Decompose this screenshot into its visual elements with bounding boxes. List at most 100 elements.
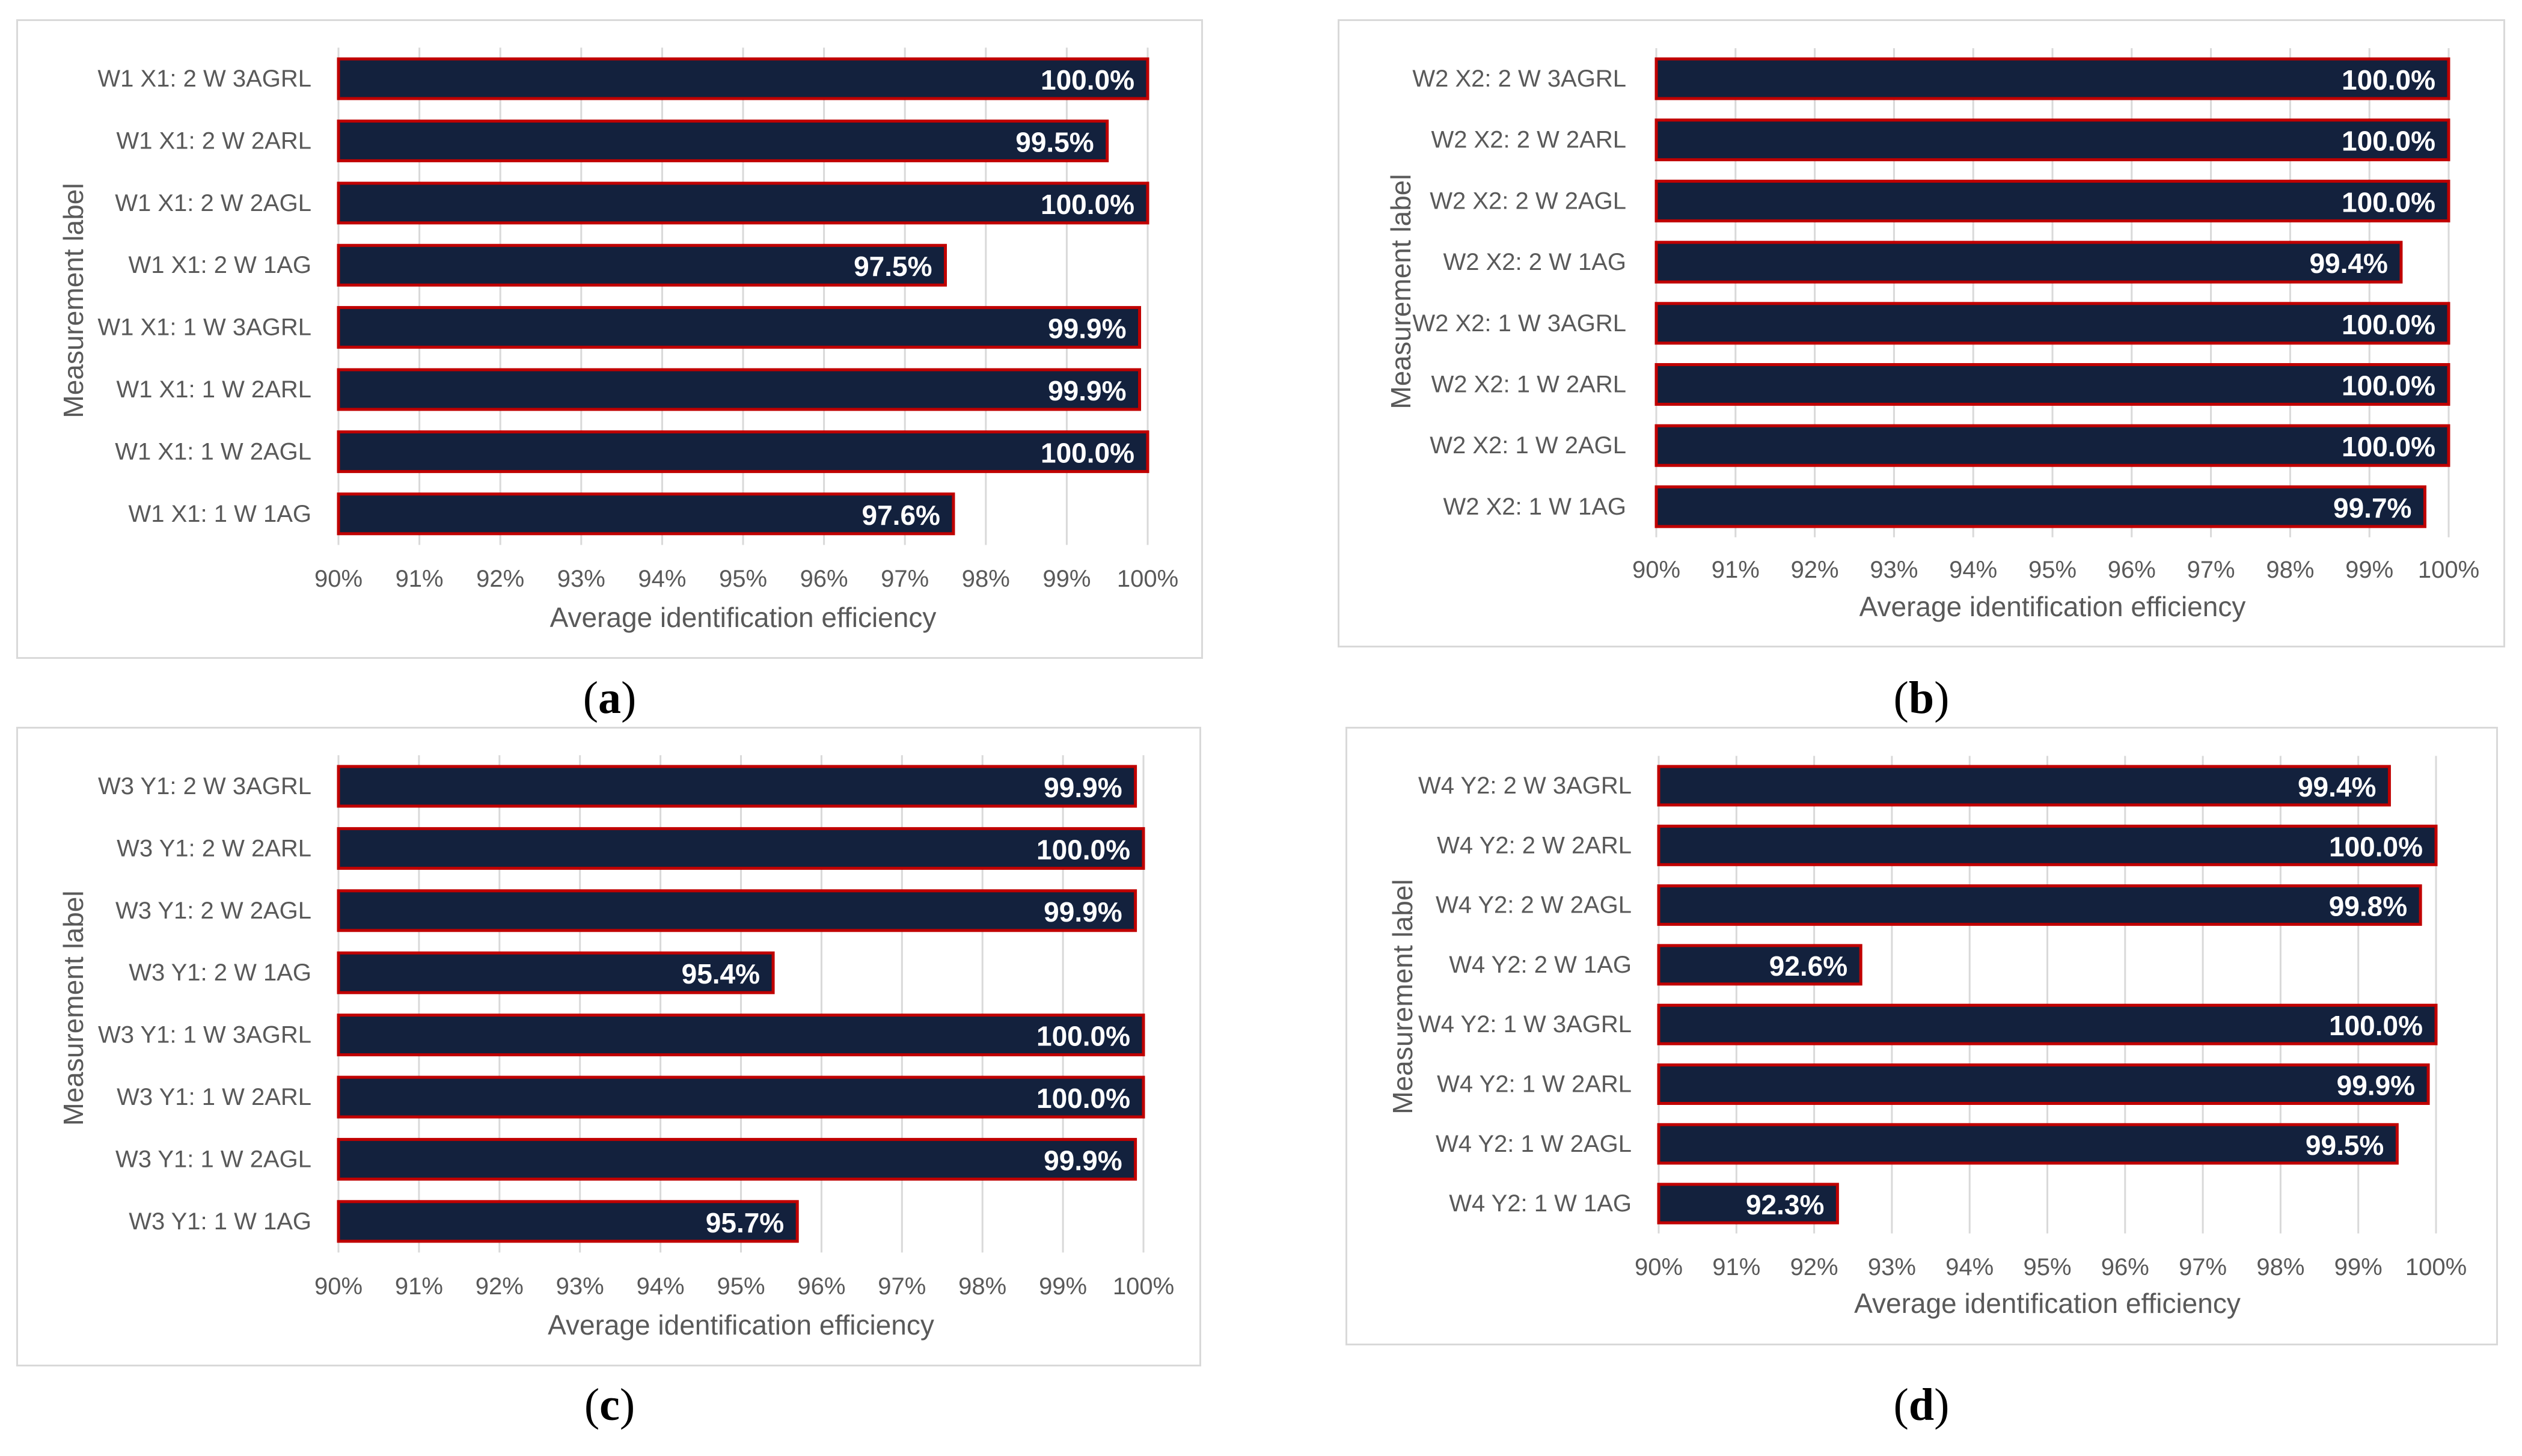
chart-panel-c: W3 Y1: 2 W 3AGRL 99.9% W3 Y1: 2 W 2ARL 100.… xyxy=(16,727,1201,1366)
bar xyxy=(337,243,947,287)
category-label: W3 Y1: 1 W 2ARL xyxy=(117,1084,311,1110)
x-tick-label: 97% xyxy=(2179,1254,2227,1280)
caption-b: (b) xyxy=(1893,673,1950,723)
caption-d: (d) xyxy=(1893,1380,1950,1430)
x-tick-label: 93% xyxy=(1868,1254,1916,1280)
x-tick-label: 95% xyxy=(719,566,767,592)
x-tick-label: 96% xyxy=(2108,557,2156,583)
category-label: W2 X2: 1 W 1AG xyxy=(1443,494,1626,520)
data-label: 99.9% xyxy=(1048,375,1126,406)
bar xyxy=(1657,884,2422,926)
category-label: W2 X2: 2 W 2ARL xyxy=(1431,127,1626,153)
category-label: W1 X1: 2 W 3AGRL xyxy=(97,66,311,92)
category-label: W2 X2: 2 W 3AGRL xyxy=(1412,66,1626,92)
y-axis-title: Measurement label xyxy=(1385,174,1416,409)
x-tick-label: 93% xyxy=(556,1273,604,1300)
bar xyxy=(1654,179,2450,222)
data-label: 100.0% xyxy=(1041,64,1134,96)
data-label: 97.6% xyxy=(862,500,940,531)
data-label: 99.7% xyxy=(2333,492,2411,524)
x-tick-label: 92% xyxy=(1791,557,1839,583)
x-tick-label: 96% xyxy=(797,1273,845,1300)
data-label: 100.0% xyxy=(2342,64,2435,96)
data-label: 99.9% xyxy=(2337,1070,2415,1101)
x-tick-label: 100% xyxy=(1113,1273,1174,1300)
category-label: W4 Y2: 1 W 1AG xyxy=(1449,1190,1632,1217)
x-tick-label: 94% xyxy=(637,1273,685,1300)
bar xyxy=(337,889,1137,932)
caption-letter-c: c xyxy=(599,1380,620,1430)
y-axis-title: Measurement label xyxy=(58,183,89,418)
category-label: W2 X2: 2 W 1AG xyxy=(1443,249,1626,275)
category-label: W1 X1: 1 W 2AGL xyxy=(115,438,311,465)
bar xyxy=(1657,824,2438,866)
data-label: 100.0% xyxy=(1036,1021,1130,1052)
caption-letter-d: d xyxy=(1908,1380,1935,1430)
bar xyxy=(337,765,1137,808)
x-tick-label: 98% xyxy=(958,1273,1006,1300)
data-label: 99.9% xyxy=(1048,313,1126,344)
bar xyxy=(1657,944,1862,986)
x-tick-label: 99% xyxy=(2345,557,2393,583)
x-tick-label: 92% xyxy=(476,566,524,592)
bar xyxy=(1657,1003,2438,1045)
x-axis-title: Average identification efficiency xyxy=(550,602,937,633)
x-tick-label: 96% xyxy=(800,566,848,592)
x-axis-title: Average identification efficiency xyxy=(548,1309,934,1341)
data-label: 100.0% xyxy=(2329,831,2423,862)
x-tick-label: 99% xyxy=(2334,1254,2383,1280)
x-tick-label: 90% xyxy=(314,566,363,592)
category-label: W2 X2: 1 W 2AGL xyxy=(1430,432,1626,459)
chart-svg-d: W4 Y2: 2 W 3AGRL 99.4% W4 Y2: 2 W 2ARL 100.… xyxy=(1387,756,2467,1319)
chart-svg-b: W2 X2: 2 W 3AGRL 100.0% W2 X2: 2 W 2ARL 100… xyxy=(1385,48,2479,622)
category-label: W4 Y2: 2 W 1AG xyxy=(1449,952,1632,978)
category-label: W1 X1: 1 W 3AGRL xyxy=(97,314,311,341)
category-label: W4 Y2: 2 W 2AGL xyxy=(1436,892,1632,919)
caption-c: (c) xyxy=(584,1380,635,1430)
bar xyxy=(337,951,775,994)
data-label: 99.5% xyxy=(2306,1130,2384,1161)
caption-letter-b: b xyxy=(1908,673,1935,723)
bar xyxy=(1657,1063,2430,1105)
x-tick-label: 98% xyxy=(962,566,1010,592)
category-label: W2 X2: 1 W 2ARL xyxy=(1431,372,1626,398)
x-tick-label: 90% xyxy=(1632,557,1680,583)
category-label: W3 Y1: 1 W 1AG xyxy=(129,1208,311,1235)
x-tick-label: 94% xyxy=(1949,557,1997,583)
bar xyxy=(1657,1123,2399,1165)
data-label: 100.0% xyxy=(2342,431,2435,462)
data-label: 100.0% xyxy=(1041,189,1134,220)
category-label: W4 Y2: 1 W 3AGRL xyxy=(1418,1011,1632,1038)
x-tick-label: 93% xyxy=(557,566,605,592)
bar xyxy=(337,57,1149,100)
bar xyxy=(1654,363,2450,406)
category-label: W3 Y1: 2 W 3AGRL xyxy=(98,773,311,800)
data-label: 100.0% xyxy=(1041,437,1134,468)
chart-svg-a: W1 X1: 2 W 3AGRL 100.0% W1 X1: 2 W 2ARL 99.… xyxy=(58,47,1178,633)
x-tick-label: 91% xyxy=(396,566,444,592)
category-label: W4 Y2: 2 W 3AGRL xyxy=(1418,772,1632,799)
x-tick-label: 94% xyxy=(1945,1254,1994,1280)
category-label: W4 Y2: 1 W 2ARL xyxy=(1437,1071,1632,1098)
bar xyxy=(337,1075,1145,1119)
category-label: W3 Y1: 2 W 2ARL xyxy=(117,835,311,861)
data-label: 100.0% xyxy=(1036,1083,1130,1114)
caption-a: (a) xyxy=(583,673,637,723)
category-label: W4 Y2: 1 W 2AGL xyxy=(1436,1131,1632,1157)
x-tick-label: 97% xyxy=(878,1273,926,1300)
bar xyxy=(1657,765,2391,807)
data-label: 100.0% xyxy=(2342,309,2435,340)
category-label: W1 X1: 1 W 1AG xyxy=(128,501,311,527)
chart-panel-a: W1 X1: 2 W 3AGRL 100.0% W1 X1: 2 W 2ARL 99.… xyxy=(16,19,1203,659)
caption-letter-a: a xyxy=(598,673,621,723)
x-tick-label: 100% xyxy=(2405,1254,2467,1280)
data-label: 92.6% xyxy=(1769,950,1847,982)
x-tick-label: 90% xyxy=(314,1273,363,1300)
x-tick-label: 98% xyxy=(2256,1254,2304,1280)
category-label: W3 Y1: 1 W 3AGRL xyxy=(98,1022,311,1048)
x-tick-label: 96% xyxy=(2101,1254,2149,1280)
bar xyxy=(1654,424,2450,467)
bar xyxy=(1657,1182,1839,1225)
bar xyxy=(337,1137,1137,1181)
bar xyxy=(337,306,1142,349)
